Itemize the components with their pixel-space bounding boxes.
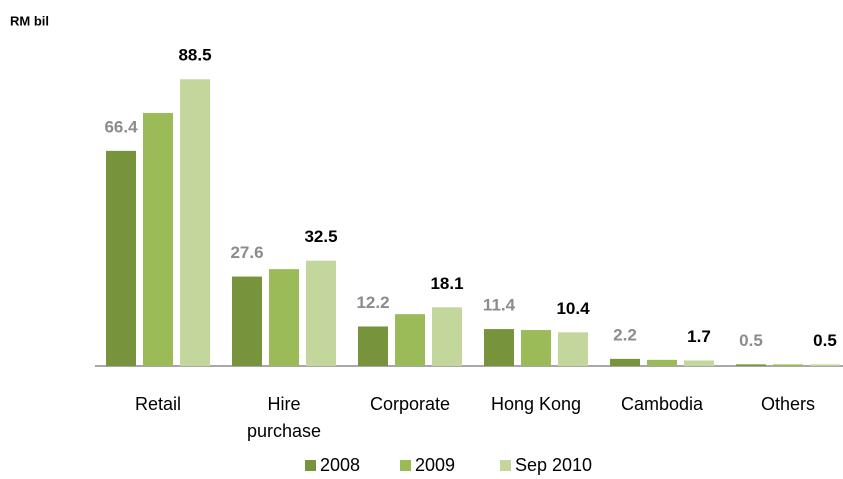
bar — [521, 330, 551, 366]
bar — [484, 329, 514, 366]
data-label: 66.4 — [104, 117, 138, 136]
x-tick-label: Corporate — [370, 394, 450, 414]
legend-swatch — [500, 460, 511, 471]
bar — [306, 260, 336, 366]
bar — [558, 332, 588, 366]
axis-unit: RM bil — [10, 13, 49, 28]
bar — [143, 112, 173, 367]
legend-swatch — [400, 460, 411, 471]
data-label: 88.5 — [178, 46, 211, 65]
x-tick-label: Retail — [135, 394, 181, 414]
bar — [106, 150, 136, 366]
data-label: 1.7 — [687, 327, 711, 346]
data-label: 2.2 — [613, 325, 637, 344]
bar — [232, 276, 262, 366]
bar — [773, 364, 803, 366]
data-label: 18.1 — [430, 274, 463, 293]
data-label: 11.4 — [483, 296, 516, 315]
legend-swatch — [305, 460, 316, 471]
bar — [736, 364, 766, 366]
data-label: 32.5 — [304, 227, 337, 246]
bar — [395, 314, 425, 366]
bar — [269, 269, 299, 366]
bar — [432, 307, 462, 366]
x-tick-label: Cambodia — [621, 394, 704, 414]
x-tick-label: Hire purchase — [247, 394, 321, 441]
data-label: 10.4 — [556, 299, 590, 318]
data-label: 12.2 — [356, 293, 389, 312]
legend-label: 2009 — [415, 455, 455, 475]
bar — [180, 79, 210, 366]
x-tick-label: Hong Kong — [491, 394, 581, 414]
data-label: 0.5 — [739, 331, 763, 350]
legend-label: 2008 — [320, 455, 360, 475]
bar — [810, 364, 840, 366]
bar — [358, 326, 388, 366]
bar — [684, 360, 714, 366]
legend-label: Sep 2010 — [515, 455, 592, 475]
data-label: 0.5 — [813, 331, 837, 350]
x-tick-label: Others — [761, 394, 815, 414]
bar — [610, 358, 640, 366]
bar — [647, 359, 677, 366]
data-label: 27.6 — [230, 243, 263, 262]
